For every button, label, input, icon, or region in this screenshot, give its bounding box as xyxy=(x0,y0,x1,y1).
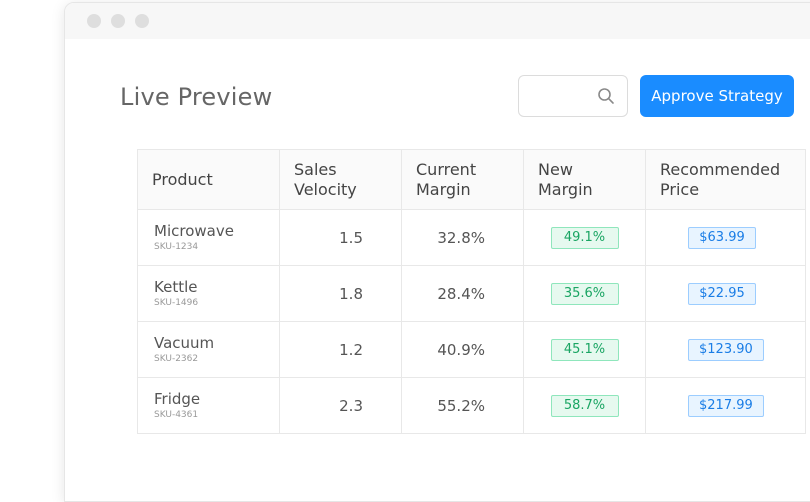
new-margin-badge: 58.7% xyxy=(550,394,619,417)
recommended-price-cell: $217.99 xyxy=(645,377,806,434)
recommended-price-badge: $22.95 xyxy=(688,282,756,305)
window-close-dot[interactable] xyxy=(87,14,101,28)
product-sku: SKU-1496 xyxy=(154,298,199,308)
column-header-new-margin[interactable]: New Margin xyxy=(523,149,646,210)
window-titlebar xyxy=(65,3,810,39)
current-margin-cell: 40.9% xyxy=(401,321,524,378)
search-box[interactable] xyxy=(518,75,628,117)
column-header-sales-velocity[interactable]: Sales Velocity xyxy=(279,149,402,210)
sales-velocity-cell: 1.8 xyxy=(279,265,402,322)
window-maximize-dot[interactable] xyxy=(135,14,149,28)
new-margin-cell: 45.1% xyxy=(523,321,646,378)
table-header-row: Product Sales Velocity Current Margin Ne… xyxy=(137,149,806,210)
product-cell: Fridge SKU-4361 xyxy=(137,377,280,434)
product-cell: Microwave SKU-1234 xyxy=(137,209,280,266)
sales-velocity-cell: 1.5 xyxy=(279,209,402,266)
product-cell: Vacuum SKU-2362 xyxy=(137,321,280,378)
table-row[interactable]: Fridge SKU-4361 2.3 55.2% 58.7% $217.99 xyxy=(137,377,806,434)
new-margin-cell: 58.7% xyxy=(523,377,646,434)
table-row[interactable]: Microwave SKU-1234 1.5 32.8% 49.1% $63.9… xyxy=(137,209,806,266)
recommended-price-badge: $123.90 xyxy=(688,338,764,361)
pricing-table: Product Sales Velocity Current Margin Ne… xyxy=(137,149,806,434)
current-margin-cell: 28.4% xyxy=(401,265,524,322)
search-input[interactable] xyxy=(529,76,599,116)
table-row[interactable]: Kettle SKU-1496 1.8 28.4% 35.6% $22.95 xyxy=(137,265,806,322)
product-name: Kettle xyxy=(154,278,198,296)
new-margin-cell: 35.6% xyxy=(523,265,646,322)
table-row[interactable]: Vacuum SKU-2362 1.2 40.9% 45.1% $123.90 xyxy=(137,321,806,378)
recommended-price-cell: $123.90 xyxy=(645,321,806,378)
product-sku: SKU-2362 xyxy=(154,354,199,364)
recommended-price-cell: $22.95 xyxy=(645,265,806,322)
new-margin-badge: 35.6% xyxy=(550,282,619,305)
sales-velocity-cell: 2.3 xyxy=(279,377,402,434)
column-header-product[interactable]: Product xyxy=(137,149,280,210)
product-name: Vacuum xyxy=(154,334,215,352)
column-header-current-margin[interactable]: Current Margin xyxy=(401,149,524,210)
column-header-recommended-price[interactable]: Recommended Price xyxy=(645,149,806,210)
current-margin-cell: 32.8% xyxy=(401,209,524,266)
recommended-price-badge: $63.99 xyxy=(688,226,756,249)
product-sku: SKU-1234 xyxy=(154,242,199,252)
product-name: Fridge xyxy=(154,390,201,408)
page-title: Live Preview xyxy=(120,83,273,111)
new-margin-badge: 45.1% xyxy=(550,338,619,361)
product-sku: SKU-4361 xyxy=(154,410,199,420)
app-window: Live Preview Approve Strategy Product Sa… xyxy=(64,2,810,502)
recommended-price-cell: $63.99 xyxy=(645,209,806,266)
window-minimize-dot[interactable] xyxy=(111,14,125,28)
search-icon[interactable] xyxy=(597,87,615,105)
sales-velocity-cell: 1.2 xyxy=(279,321,402,378)
product-cell: Kettle SKU-1496 xyxy=(137,265,280,322)
new-margin-badge: 49.1% xyxy=(550,226,619,249)
approve-strategy-button[interactable]: Approve Strategy xyxy=(640,75,794,117)
product-name: Microwave xyxy=(154,222,234,240)
new-margin-cell: 49.1% xyxy=(523,209,646,266)
current-margin-cell: 55.2% xyxy=(401,377,524,434)
recommended-price-badge: $217.99 xyxy=(688,394,764,417)
